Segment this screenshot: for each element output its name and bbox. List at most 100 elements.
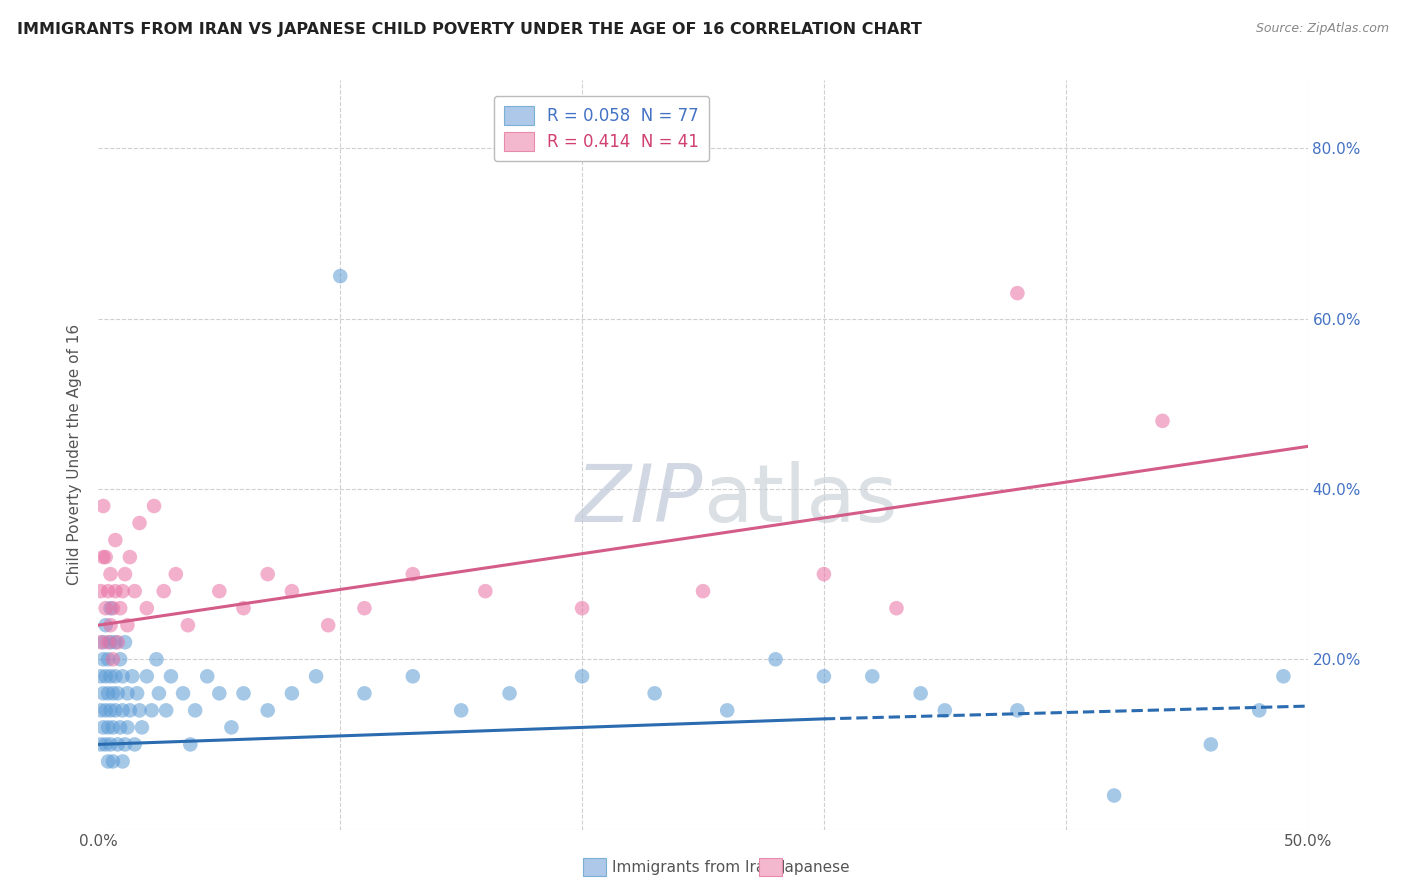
Point <box>114 567 136 582</box>
Point <box>813 567 835 582</box>
Text: Japanese: Japanese <box>780 860 851 874</box>
Point <box>155 703 177 717</box>
Point <box>94 601 117 615</box>
Point <box>111 703 134 717</box>
Point <box>128 703 150 717</box>
Point <box>118 703 141 717</box>
Point <box>97 755 120 769</box>
Point <box>281 584 304 599</box>
Point <box>1199 738 1222 752</box>
Point <box>353 601 375 615</box>
Point <box>94 550 117 565</box>
Point <box>498 686 520 700</box>
Point <box>104 584 127 599</box>
Point <box>131 720 153 734</box>
Point <box>100 703 122 717</box>
Point <box>1007 286 1029 301</box>
Point <box>101 601 124 615</box>
Point <box>90 584 112 599</box>
Point <box>117 618 139 632</box>
Point <box>124 584 146 599</box>
Point <box>232 686 254 700</box>
Y-axis label: Child Poverty Under the Age of 16: Child Poverty Under the Age of 16 <box>67 325 83 585</box>
Point <box>160 669 183 683</box>
Point <box>813 669 835 683</box>
Point <box>111 584 134 599</box>
Point <box>91 686 114 700</box>
Point <box>97 635 120 649</box>
Point <box>644 686 666 700</box>
Point <box>100 618 122 632</box>
Point <box>571 601 593 615</box>
Point <box>111 669 134 683</box>
Point <box>107 686 129 700</box>
Point <box>232 601 254 615</box>
Point <box>94 618 117 632</box>
Text: Source: ZipAtlas.com: Source: ZipAtlas.com <box>1256 22 1389 36</box>
Point <box>402 567 425 582</box>
Point <box>143 499 166 513</box>
Point <box>100 635 122 649</box>
Point <box>195 669 218 683</box>
Point <box>91 652 114 666</box>
Point <box>221 720 243 734</box>
Point <box>474 584 496 599</box>
Point <box>860 669 883 683</box>
Text: Immigrants from Iran: Immigrants from Iran <box>612 860 775 874</box>
Point <box>141 703 163 717</box>
Point <box>208 584 231 599</box>
Point <box>108 652 131 666</box>
Point <box>1102 789 1125 803</box>
Point <box>135 669 157 683</box>
Point <box>402 669 425 683</box>
Point <box>128 516 150 530</box>
Point <box>117 720 139 734</box>
Point <box>94 738 117 752</box>
Point <box>91 550 114 565</box>
Point <box>208 686 231 700</box>
Point <box>94 669 117 683</box>
Point <box>101 755 124 769</box>
Point <box>172 686 194 700</box>
Point <box>91 499 114 513</box>
Point <box>177 618 200 632</box>
Legend: R = 0.058  N = 77, R = 0.414  N = 41: R = 0.058 N = 77, R = 0.414 N = 41 <box>494 96 709 161</box>
Point <box>148 686 170 700</box>
Point <box>1152 414 1174 428</box>
Point <box>152 584 174 599</box>
Point <box>104 703 127 717</box>
Point <box>108 601 131 615</box>
Point <box>127 686 149 700</box>
Point <box>97 720 120 734</box>
Point <box>104 669 127 683</box>
Point <box>97 686 120 700</box>
Point <box>100 601 122 615</box>
Point <box>353 686 375 700</box>
Point <box>114 738 136 752</box>
Point <box>329 269 352 284</box>
Point <box>145 652 167 666</box>
Point <box>104 635 127 649</box>
Text: IMMIGRANTS FROM IRAN VS JAPANESE CHILD POVERTY UNDER THE AGE OF 16 CORRELATION C: IMMIGRANTS FROM IRAN VS JAPANESE CHILD P… <box>17 22 922 37</box>
Point <box>111 755 134 769</box>
Point <box>107 738 129 752</box>
Point <box>135 601 157 615</box>
Point <box>101 652 124 666</box>
Point <box>91 720 114 734</box>
Point <box>1007 703 1029 717</box>
Point <box>104 533 127 547</box>
Point <box>90 635 112 649</box>
Point <box>910 686 932 700</box>
Point <box>281 686 304 700</box>
Point <box>101 720 124 734</box>
Point <box>256 567 278 582</box>
Point <box>571 669 593 683</box>
Point <box>90 703 112 717</box>
Point <box>124 738 146 752</box>
Point <box>117 686 139 700</box>
Text: atlas: atlas <box>703 461 897 539</box>
Point <box>100 738 122 752</box>
Point <box>179 738 201 752</box>
Point <box>184 703 207 717</box>
Point <box>101 686 124 700</box>
